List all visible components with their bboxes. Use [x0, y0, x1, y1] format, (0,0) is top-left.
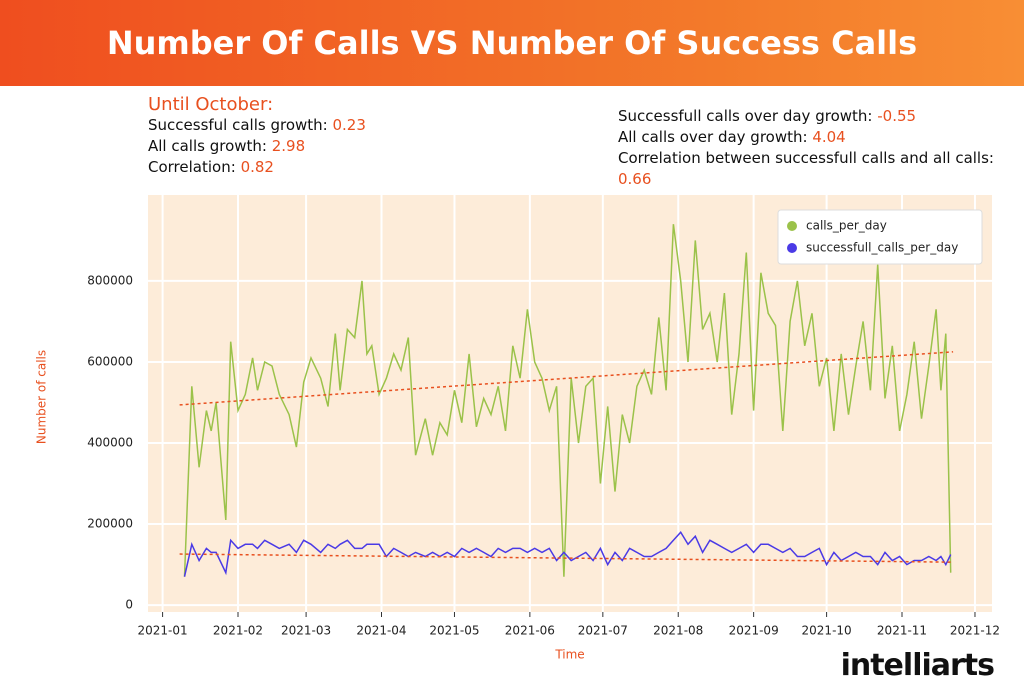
- note-row: Correlation between successfull calls an…: [618, 148, 1024, 190]
- notes-list: Successfull calls over day growth: -0.55…: [618, 106, 1024, 190]
- note-row: Successful calls growth: 0.23: [148, 115, 366, 136]
- legend-marker: [787, 243, 797, 253]
- notes-right: Successfull calls over day growth: -0.55…: [618, 106, 1024, 190]
- trend-line: [179, 553, 954, 563]
- notes-heading: Until October:: [148, 94, 274, 115]
- note-row: Successfull calls over day growth: -0.55: [618, 106, 1024, 127]
- note-row: Correlation: 0.82: [148, 157, 366, 178]
- y-axis-label: Number of calls: [35, 350, 49, 444]
- note-label: Correlation between successfull calls an…: [618, 149, 994, 167]
- note-label: Correlation:: [148, 158, 236, 176]
- y-tick-label: 800000: [87, 273, 133, 287]
- x-tick-label: 2021-05: [429, 624, 479, 638]
- note-value: 4.04: [812, 128, 846, 146]
- note-value: 0.82: [240, 158, 274, 176]
- note-label: All calls growth:: [148, 137, 267, 155]
- y-tick-label: 600000: [87, 354, 133, 368]
- data-line: [183, 530, 952, 577]
- x-tick-label: 2021-04: [356, 624, 406, 638]
- note-row: All calls growth: 2.98: [148, 136, 366, 157]
- note-label: Successful calls growth:: [148, 116, 328, 134]
- note-value: 2.98: [271, 137, 306, 155]
- x-tick-label: 2021-01: [138, 624, 188, 638]
- x-tick-label: 2021-02: [213, 624, 263, 638]
- note-label: All calls over day growth:: [618, 128, 808, 146]
- note-value: 0.66: [618, 170, 652, 188]
- legend-label: successfull_calls_per_day: [806, 241, 958, 255]
- chart-title: Number Of Calls VS Number Of Success Cal…: [106, 24, 918, 62]
- banner: Number Of Calls VS Number Of Success Cal…: [0, 0, 1024, 86]
- x-tick-label: 2021-11: [877, 624, 927, 638]
- x-tick-label: 2021-10: [802, 624, 852, 638]
- x-tick-label: 2021-06: [505, 624, 555, 638]
- x-tick-label: 2021-09: [729, 624, 779, 638]
- notes-list: Successful calls growth: 0.23 All calls g…: [148, 115, 366, 178]
- note-value: -0.55: [877, 107, 917, 125]
- logo: intelliarts: [840, 648, 995, 683]
- x-axis-label: Time: [554, 648, 584, 662]
- y-tick-label: 200000: [87, 517, 133, 531]
- x-tick-label: 2021-03: [281, 624, 331, 638]
- note-row: All calls over day growth: 4.04: [618, 127, 1024, 148]
- notes-left: Until October: Successful calls growth: …: [148, 94, 366, 178]
- note-value: 0.23: [332, 116, 366, 134]
- legend-marker: [787, 221, 797, 231]
- y-tick-label: 0: [125, 598, 133, 612]
- data-line: [183, 224, 952, 577]
- x-tick-label: 2021-07: [578, 624, 628, 638]
- legend-label: calls_per_day: [806, 219, 887, 233]
- y-tick-label: 400000: [87, 436, 133, 450]
- note-label: Successfull calls over day growth:: [618, 107, 873, 125]
- x-tick-label: 2021-12: [950, 624, 1000, 638]
- legend: [777, 209, 983, 265]
- x-tick-label: 2021-08: [653, 624, 703, 638]
